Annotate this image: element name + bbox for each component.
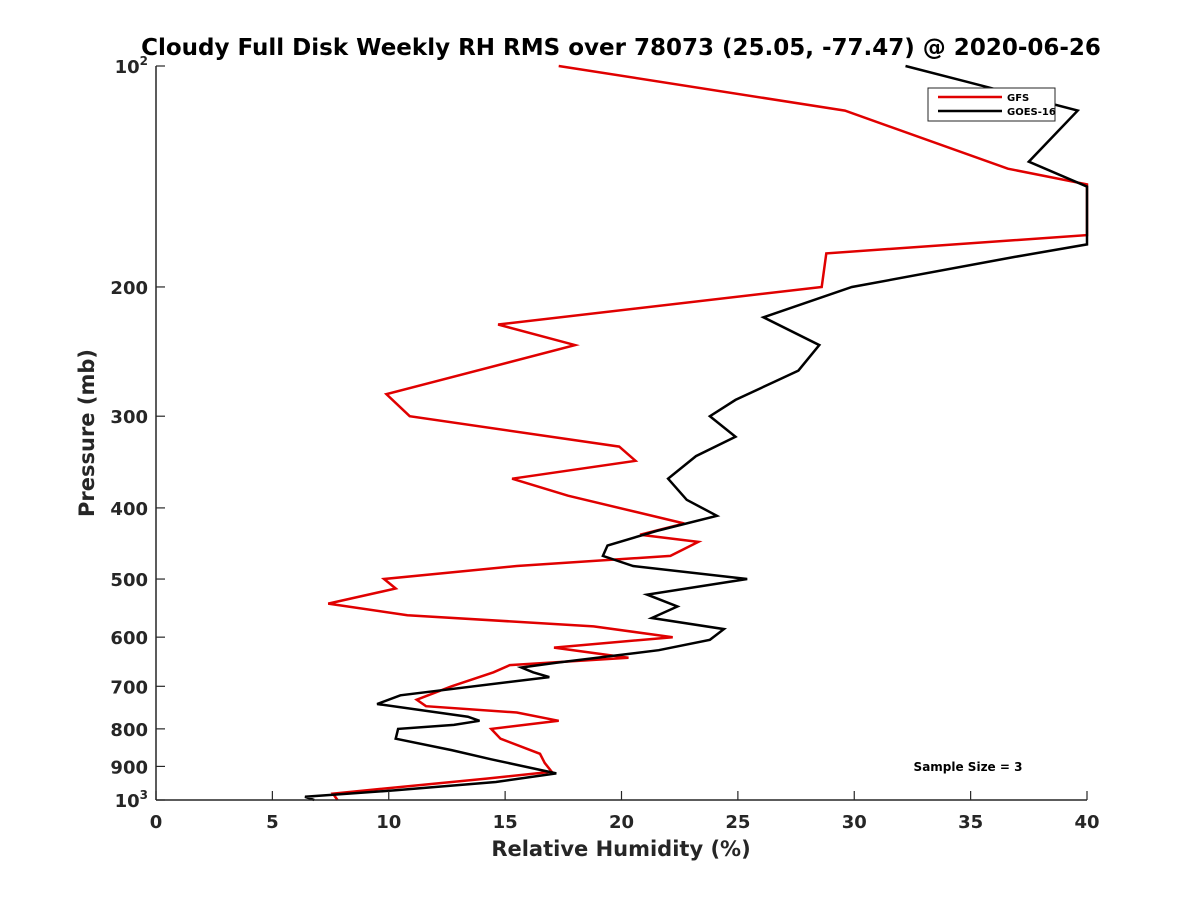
y-axis-label: Pressure (mb) <box>75 349 99 517</box>
y-tick-label: 200 <box>110 278 148 299</box>
x-tick-label: 30 <box>842 812 867 833</box>
y-tick-label: 300 <box>110 407 148 428</box>
sample-size-annotation: Sample Size = 3 <box>914 760 1023 774</box>
legend: GFS GOES-16 <box>927 87 1056 122</box>
x-ticks: 0 5 10 15 20 25 30 35 40 <box>150 791 1100 833</box>
chart-title: Cloudy Full Disk Weekly RH RMS over 7807… <box>141 35 1101 61</box>
x-tick-label: 5 <box>266 812 279 833</box>
y-tick-label: 600 <box>110 628 148 649</box>
x-tick-label: 20 <box>609 812 634 833</box>
y-tick-label: 700 <box>110 677 148 698</box>
legend-label-gfs: GFS <box>1007 93 1029 104</box>
legend-label-goes16: GOES-16 <box>1007 107 1056 118</box>
series-layer <box>304 64 1089 802</box>
legend-box <box>927 87 1056 122</box>
x-tick-label: 10 <box>376 812 401 833</box>
y-tick-label: 900 <box>110 757 148 778</box>
x-tick-label: 15 <box>493 812 518 833</box>
x-axis-label: Relative Humidity (%) <box>491 837 750 861</box>
y-tick-label: 500 <box>110 570 148 591</box>
x-tick-label: 25 <box>725 812 750 833</box>
series-line-gfs <box>327 64 1089 801</box>
x-tick-label: 35 <box>958 812 983 833</box>
series-line-goes16 <box>304 64 1089 802</box>
x-tick-label: 0 <box>150 812 163 833</box>
y-tick-label: 400 <box>110 499 148 520</box>
y-tick-label: 800 <box>110 720 148 741</box>
x-tick-label: 40 <box>1074 812 1099 833</box>
